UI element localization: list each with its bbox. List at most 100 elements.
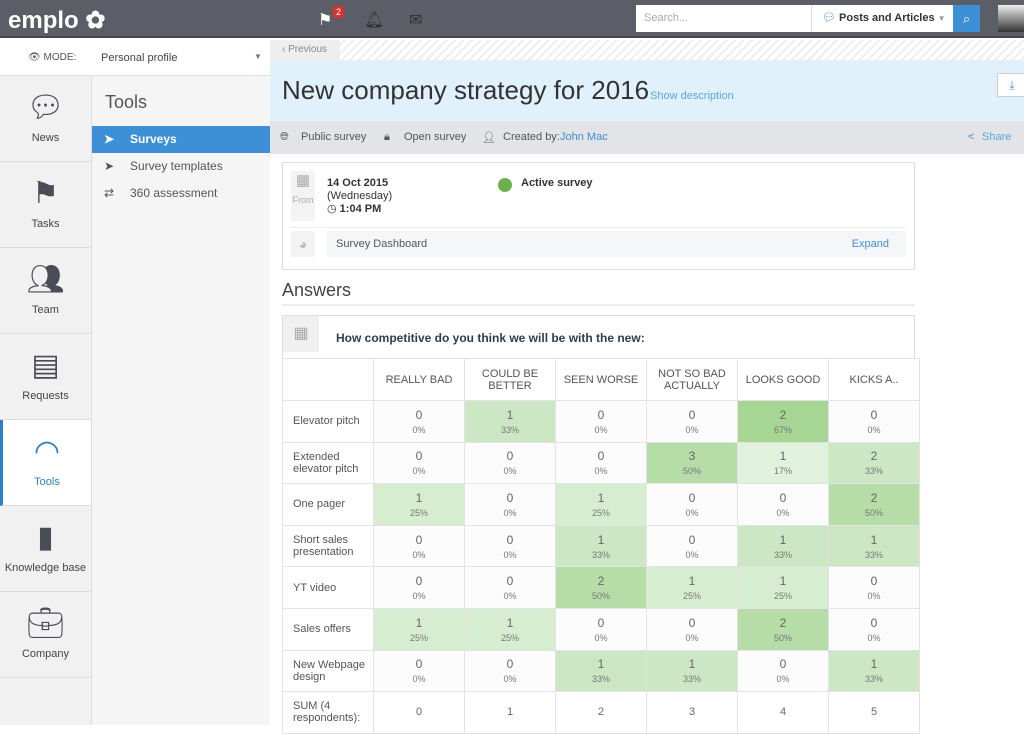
tools-panel: Tools ➤ Surveys ➤ Survey templates ⇄ 360 as…	[92, 76, 270, 725]
answer-cell: 3 50%	[646, 441, 738, 485]
column-header: COULD BE BETTER	[464, 358, 556, 401]
search-button[interactable]: ⌕	[953, 5, 980, 32]
column-header: REALLY BAD	[373, 358, 465, 401]
answer-cell: 1 33%	[737, 524, 829, 568]
document-icon: ▤	[31, 349, 60, 382]
answer-cell: 0 0%	[828, 566, 920, 609]
tools-item-360[interactable]: ⇄ 360 assessment	[92, 180, 270, 207]
top-bar: emplo ✿ ⚑ 2 🔔︎ ✉ Search... 💬︎ Posts and …	[0, 0, 1024, 38]
answer-cell: 2 50%	[828, 483, 920, 526]
nav-item-team[interactable]: 👥︎ Team	[0, 248, 91, 334]
nav-item-news[interactable]: 💬︎ News	[0, 76, 91, 162]
created-by-label: Created by:	[503, 131, 560, 143]
avatar[interactable]	[998, 5, 1024, 32]
table-row: Sales offers 1 25% 1 25% 0 0% 0 0% 2 50% 0 0%	[282, 607, 920, 651]
people-icon: 👥︎	[26, 263, 65, 296]
tools-item-survey-templates[interactable]: ➤ Survey templates	[92, 153, 270, 180]
previous-bar: ‹ Previous	[270, 40, 1024, 60]
table-row: Extended elevator pitch 0 0% 0 0% 0 0% 3 50% 1 17%…	[282, 441, 920, 485]
mode-selector[interactable]: 👁︎ MODE: Personal profile ▼	[0, 40, 270, 76]
answer-cell: 0 0%	[464, 441, 556, 485]
sum-cell: 5	[828, 691, 920, 734]
answer-cell: 0 0%	[555, 441, 647, 485]
table-row: Short sales presentation 0 0% 0 0% 1 33% 0 0% 1 33…	[282, 524, 920, 568]
search-input[interactable]: Search...	[636, 5, 811, 32]
notification-badge: 2	[333, 6, 345, 18]
answer-cell: 1 33%	[828, 524, 920, 568]
bell-icon[interactable]: 🔔︎	[364, 12, 385, 29]
nav-item-tools[interactable]: ◠ Tools	[0, 420, 91, 506]
expand-link[interactable]: Expand	[851, 238, 889, 250]
answer-cell: 0 0%	[555, 400, 647, 443]
user-icon: 👤︎	[482, 132, 496, 144]
briefcase-icon: 💼︎	[26, 607, 65, 640]
page-title: New company strategy for 2016	[282, 75, 650, 105]
row-label: Short sales presentation	[282, 524, 374, 568]
search-scope-select[interactable]: 💬︎ Posts and Articles ▼	[811, 5, 953, 32]
share-icon[interactable]: <	[968, 131, 975, 143]
main-nav: 💬︎ News ⚑ Tasks 👥︎ Team ▤ Requests ◠ Tools ▮ Knowle…	[0, 76, 92, 725]
creator-link[interactable]: John Mac	[560, 131, 608, 143]
eye-icon: 👁︎	[28, 52, 41, 63]
sum-cell: 0	[373, 691, 465, 734]
answer-cell: 0 0%	[373, 524, 465, 568]
chat-icon: 💬︎	[26, 91, 65, 124]
answer-cell: 2 67%	[737, 400, 829, 443]
chevron-down-icon: ▼	[254, 52, 262, 61]
answer-cell: 0 0%	[464, 483, 556, 526]
answer-cell: 0 0%	[464, 566, 556, 609]
answer-cell: 1 25%	[646, 566, 738, 609]
answer-cell: 0 0%	[646, 607, 738, 651]
pie-chart-icon: ◕	[291, 231, 315, 257]
answer-cell: 1 25%	[373, 607, 465, 651]
table-row: Elevator pitch 0 0% 1 33% 0 0% 0 0% 2 67% 0 0%	[282, 400, 920, 443]
share-link[interactable]: Share	[982, 131, 1012, 143]
flag-icon[interactable]: ⚑	[318, 12, 333, 29]
answer-cell: 0 0%	[646, 400, 738, 443]
repeat-icon: ⇄	[104, 186, 115, 200]
answer-cell: 0 0%	[373, 649, 465, 693]
column-header: NOT SO BAD ACTUALLY	[646, 358, 738, 401]
show-description-link[interactable]: Show description	[650, 90, 734, 102]
nav-item-knowledge-base[interactable]: ▮ Knowledge base	[0, 506, 91, 592]
mode-value: Personal profile	[101, 52, 178, 64]
survey-header: New company strategy for 2016 Show descr…	[270, 60, 1024, 121]
tools-item-surveys[interactable]: ➤ Surveys	[92, 126, 270, 153]
book-icon: ▮	[37, 521, 54, 554]
answer-cell: 2 33%	[828, 441, 920, 485]
answer-cell: 1 33%	[555, 524, 647, 568]
column-header: SEEN WORSE	[555, 358, 647, 401]
row-label: Sales offers	[282, 607, 374, 651]
nav-item-tasks[interactable]: ⚑ Tasks	[0, 162, 91, 248]
start-date: 14 Oct 2015	[327, 177, 389, 189]
nav-label: Company	[21, 648, 70, 660]
nav-item-requests[interactable]: ▤ Requests	[0, 334, 91, 420]
sum-cell: 2	[555, 691, 647, 734]
row-label: YT video	[282, 566, 374, 609]
table-row: One pager 1 25% 0 0% 1 25% 0 0% 0 0% 2 50%	[282, 483, 920, 526]
globe-icon: 🌐︎	[280, 131, 289, 143]
download-icon[interactable]: ⤓	[997, 73, 1024, 97]
table-icon: ▦	[283, 316, 319, 352]
answer-cell: 1 33%	[464, 400, 556, 443]
answer-cell: 0 0%	[464, 649, 556, 693]
calendar-icon: ▦ From	[291, 171, 315, 221]
survey-info-bar: 🌐︎ Public survey 🔒︎ Open survey 👤︎ Creat…	[270, 121, 1024, 154]
answer-cell: 1 17%	[737, 441, 829, 485]
answer-cell: 0 0%	[373, 566, 465, 609]
mail-icon[interactable]: ✉	[409, 12, 423, 29]
answer-cell: 2 50%	[737, 607, 829, 651]
sum-cell: 1	[464, 691, 556, 734]
previous-link[interactable]: ‹ Previous	[270, 40, 340, 60]
paper-plane-icon: ➤	[104, 132, 115, 146]
nav-item-company[interactable]: 💼︎ Company	[0, 592, 91, 678]
flag-icon: ⚑	[32, 177, 59, 210]
survey-dashboard: Survey Dashboard Expand	[327, 231, 906, 257]
row-label: One pager	[282, 483, 374, 526]
answer-cell: 1 25%	[737, 566, 829, 609]
sum-cell: 3	[646, 691, 738, 734]
question-text: How competitive do you think we will be …	[336, 331, 645, 345]
answer-cell: 0 0%	[737, 483, 829, 526]
column-header: LOOKS GOOD	[737, 358, 829, 401]
answer-cell: 0 0%	[373, 400, 465, 443]
